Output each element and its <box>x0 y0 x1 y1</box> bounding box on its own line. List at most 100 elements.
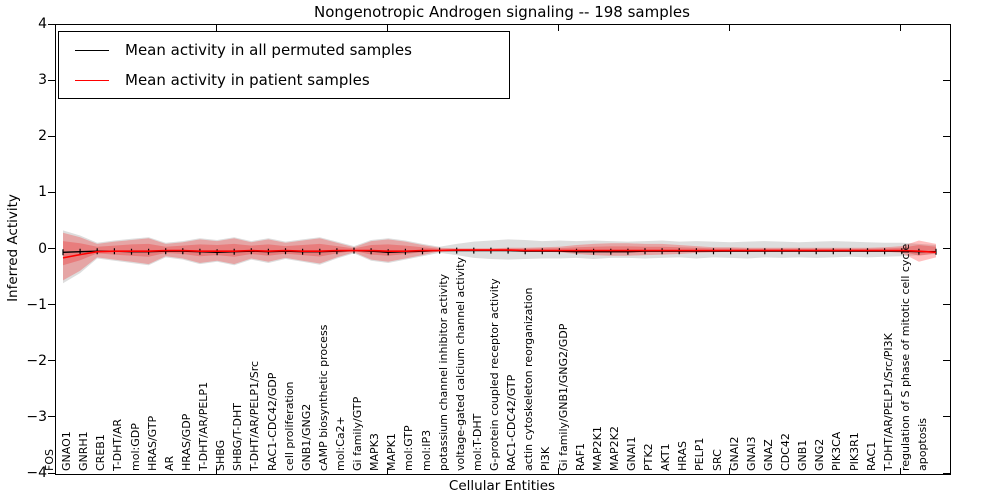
x-tick-mark-top <box>729 25 731 31</box>
x-tick-label: AKT1 <box>659 443 673 471</box>
x-tick-label: MAPK3 <box>368 433 382 471</box>
x-tick-mark-bottom <box>215 468 217 474</box>
y-tick-label: 0 <box>38 240 47 257</box>
x-tick-label: GNAO1 <box>60 431 74 471</box>
x-tick-label: RAF1 <box>573 442 587 471</box>
y-tick-mark <box>48 472 55 474</box>
x-tick-label: voltage-gated calcium channel activity <box>453 256 467 471</box>
y-tick-label: 1 <box>38 184 47 201</box>
y-tick-mark <box>48 416 55 418</box>
x-tick-label: CREB1 <box>94 434 108 471</box>
x-tick-mark-top <box>557 25 559 31</box>
legend-item-permuted: Mean activity in all permuted samples <box>59 39 509 61</box>
x-tick-label: T-DHT/AR/PELP1/Src/PI3K <box>881 333 895 471</box>
x-tick-label: SHBG <box>214 439 228 471</box>
x-tick-label: apoptosis <box>916 418 929 471</box>
y-tick-label: 4 <box>38 16 47 32</box>
x-tick-label: RAC1 <box>864 441 878 471</box>
x-tick-label: GNG2 <box>813 438 827 471</box>
x-tick-label: HRAS/GDP <box>179 413 193 471</box>
x-tick-mark-top <box>900 25 902 31</box>
x-tick-label: GNAI2 <box>727 436 741 471</box>
x-tick-label: SHBG/T-DHT <box>231 403 245 471</box>
x-tick-label: Gi family/GTP <box>351 396 365 471</box>
y-tick-mark <box>48 248 55 249</box>
x-tick-label: mol:GTP <box>402 425 416 471</box>
x-tick-label: Gi family/GNB1/GNG2/GDP <box>556 323 570 471</box>
y-tick-mark-right <box>943 360 950 362</box>
y-tick-label: 2 <box>38 128 47 145</box>
legend: Mean activity in all permuted samples Me… <box>58 31 510 99</box>
x-tick-label: T-DHT/AR <box>111 418 125 471</box>
y-tick-mark <box>48 360 55 362</box>
x-tick-label: HRAS <box>676 441 690 471</box>
x-tick-label: AR <box>162 455 176 471</box>
x-tick-label: T-DHT/AR/PELP1 <box>197 381 211 471</box>
x-tick-label: PI3K <box>539 446 553 471</box>
x-tick-label: MAPK1 <box>385 433 399 471</box>
x-tick-label: MAP2K1 <box>590 426 604 471</box>
x-tick-label: GNRH1 <box>77 431 91 471</box>
x-tick-label: FOS <box>43 449 56 471</box>
x-tick-label: GNAI3 <box>744 436 758 471</box>
y-tick-mark-right <box>943 135 950 137</box>
x-tick-label: cell proliferation <box>282 381 296 471</box>
x-tick-mark-top <box>215 25 217 31</box>
plot-area <box>55 24 951 475</box>
chart-title: Nongenotropic Androgen signaling -- 198 … <box>314 3 690 21</box>
x-tick-label: mol:IP3 <box>419 429 433 471</box>
x-axis-label: Cellular Entities <box>448 478 556 494</box>
y-tick-label: −4 <box>26 465 47 481</box>
y-tick-label: −1 <box>26 296 47 313</box>
patient-std-inner-band <box>63 241 936 266</box>
y-tick-mark <box>48 304 55 306</box>
chart-canvas <box>62 230 937 284</box>
patient-std-outer-band <box>63 232 936 281</box>
x-tick-label: CDC42 <box>779 433 793 471</box>
x-tick-label: actin cytoskeleton reorganization <box>522 287 536 471</box>
legend-label: Mean activity in patient samples <box>125 71 370 89</box>
y-tick-mark-right <box>943 191 950 193</box>
x-tick-label: T-DHT/AR/PELP1/Src <box>248 360 262 471</box>
y-tick-mark <box>48 79 55 81</box>
x-tick-label: GNAI1 <box>625 436 638 471</box>
y-tick-mark-right <box>943 79 950 81</box>
y-tick-mark-right <box>943 472 950 474</box>
x-tick-label: GNB1/GNG2 <box>299 403 313 471</box>
x-tick-label: RAC1-CDC42/GTP <box>505 374 519 471</box>
x-tick-label: G-protein coupled receptor activity <box>488 278 502 471</box>
x-tick-label: mol:GDP <box>128 423 142 471</box>
x-tick-label: PIK3CA <box>830 431 844 471</box>
x-tick-label: PTK2 <box>642 443 656 471</box>
x-tick-label: cAMP biosynthetic process <box>316 324 330 471</box>
black-line-swatch <box>75 49 109 51</box>
y-tick-label: −3 <box>26 408 47 425</box>
patient-mean-line <box>62 249 937 259</box>
x-tick-mark-bottom <box>557 468 559 474</box>
y-tick-mark-right <box>943 416 950 418</box>
x-tick-label: HRAS/GTP <box>145 415 159 471</box>
x-tick-label: mol:T-DHT <box>470 413 484 471</box>
legend-item-patient: Mean activity in patient samples <box>59 69 509 91</box>
legend-label: Mean activity in all permuted samples <box>125 41 412 59</box>
x-tick-label: PIK3R1 <box>847 432 861 471</box>
x-tick-label: regulation of S phase of mitotic cell cy… <box>898 243 912 471</box>
y-tick-mark <box>48 135 55 137</box>
x-tick-label: potassium channel inhibitor activity <box>436 273 450 471</box>
x-tick-label: GNAZ <box>761 439 775 471</box>
y-tick-mark-right <box>943 248 950 249</box>
y-tick-mark <box>48 191 55 193</box>
y-tick-mark <box>48 23 55 25</box>
y-tick-mark-right <box>943 23 950 25</box>
y-tick-mark-right <box>943 304 950 306</box>
permuted-std-band <box>63 230 936 284</box>
x-tick-label: PELP1 <box>693 437 707 471</box>
x-tick-label: MAP2K2 <box>607 426 621 471</box>
x-tick-label: mol:Ca2+ <box>334 416 347 471</box>
red-line-swatch <box>75 79 109 81</box>
x-tick-mark-top <box>386 25 388 31</box>
y-tick-label: 3 <box>38 72 47 89</box>
x-tick-label: SRC <box>710 449 724 471</box>
x-tick-mark-bottom <box>386 468 388 474</box>
